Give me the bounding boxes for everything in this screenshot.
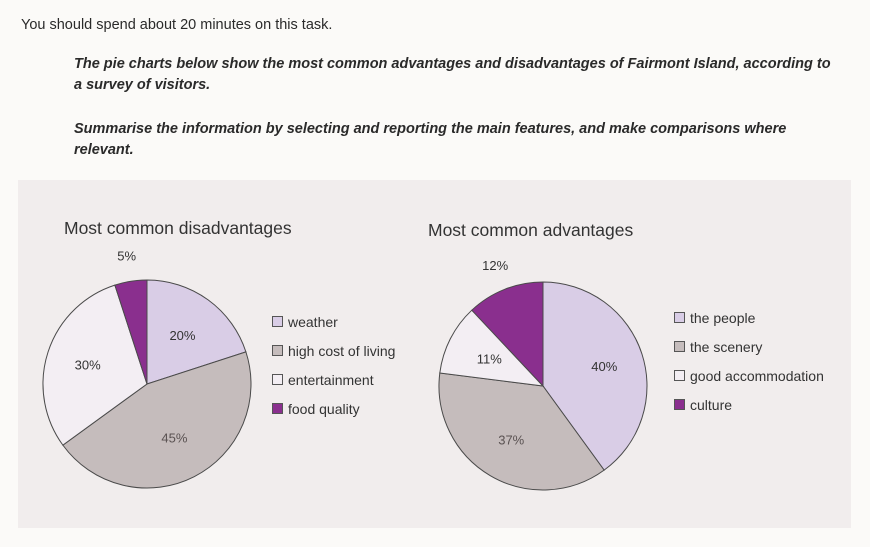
legend-swatch <box>272 316 283 327</box>
pie-value-label: 12% <box>482 258 508 273</box>
legend-label: culture <box>690 396 733 413</box>
pie-slice-the-scenery <box>438 372 605 491</box>
legend-label: the people <box>690 309 756 326</box>
pie-value-label: 45% <box>161 431 187 446</box>
task-summary: Summarise the information by selecting a… <box>74 121 787 158</box>
pie-slice-culture <box>471 281 544 388</box>
pie-value-label: 30% <box>75 358 101 373</box>
legend-item: weather <box>272 307 395 336</box>
pie-slice-weather <box>146 279 247 385</box>
pie-slice-high-cost-of-living <box>62 351 252 489</box>
legend-swatch <box>674 312 685 323</box>
legend-swatch <box>674 399 685 410</box>
legend-label: weather <box>288 313 338 330</box>
legend-item: food quality <box>272 394 395 423</box>
task-prompt: The pie charts below show the most commo… <box>74 56 831 93</box>
legend-label: good accommodation <box>690 367 824 384</box>
legend-advantages: the people the scenery good accommodation c… <box>674 303 824 419</box>
chart-title-advantages: Most common advantages <box>428 220 634 240</box>
legend-item: the scenery <box>674 332 824 361</box>
pie-slice-entertainment <box>42 284 148 446</box>
legend-item: high cost of living <box>272 336 395 365</box>
task-intro: You should spend about 20 minutes on thi… <box>21 17 333 33</box>
pie-value-label: 11% <box>477 352 502 367</box>
pie-value-label: 40% <box>591 359 617 374</box>
pie-slice-food-quality <box>114 279 148 385</box>
legend-swatch <box>674 341 685 352</box>
legend-swatch <box>272 374 283 385</box>
legend-swatch <box>272 345 283 356</box>
chart-title-disadvantages: Most common disadvantages <box>64 218 292 238</box>
legend-label: entertainment <box>288 371 374 388</box>
legend-item: entertainment <box>272 365 395 394</box>
legend-item: the people <box>674 303 824 332</box>
pie-value-label: 20% <box>169 328 195 343</box>
legend-item: good accommodation <box>674 361 824 390</box>
legend-swatch <box>674 370 685 381</box>
legend-label: food quality <box>288 400 360 417</box>
pie-slice-good-accommodation <box>439 309 545 387</box>
legend-swatch <box>272 403 283 414</box>
pie-slice-the-people <box>542 281 648 471</box>
legend-label: the scenery <box>690 338 763 355</box>
legend-item: culture <box>674 390 824 419</box>
legend-label: high cost of living <box>288 342 396 359</box>
legend-disadvantages: weather high cost of living entertainment f… <box>272 307 395 423</box>
pie-value-label: 5% <box>117 249 136 264</box>
pie-value-label: 37% <box>498 433 524 448</box>
